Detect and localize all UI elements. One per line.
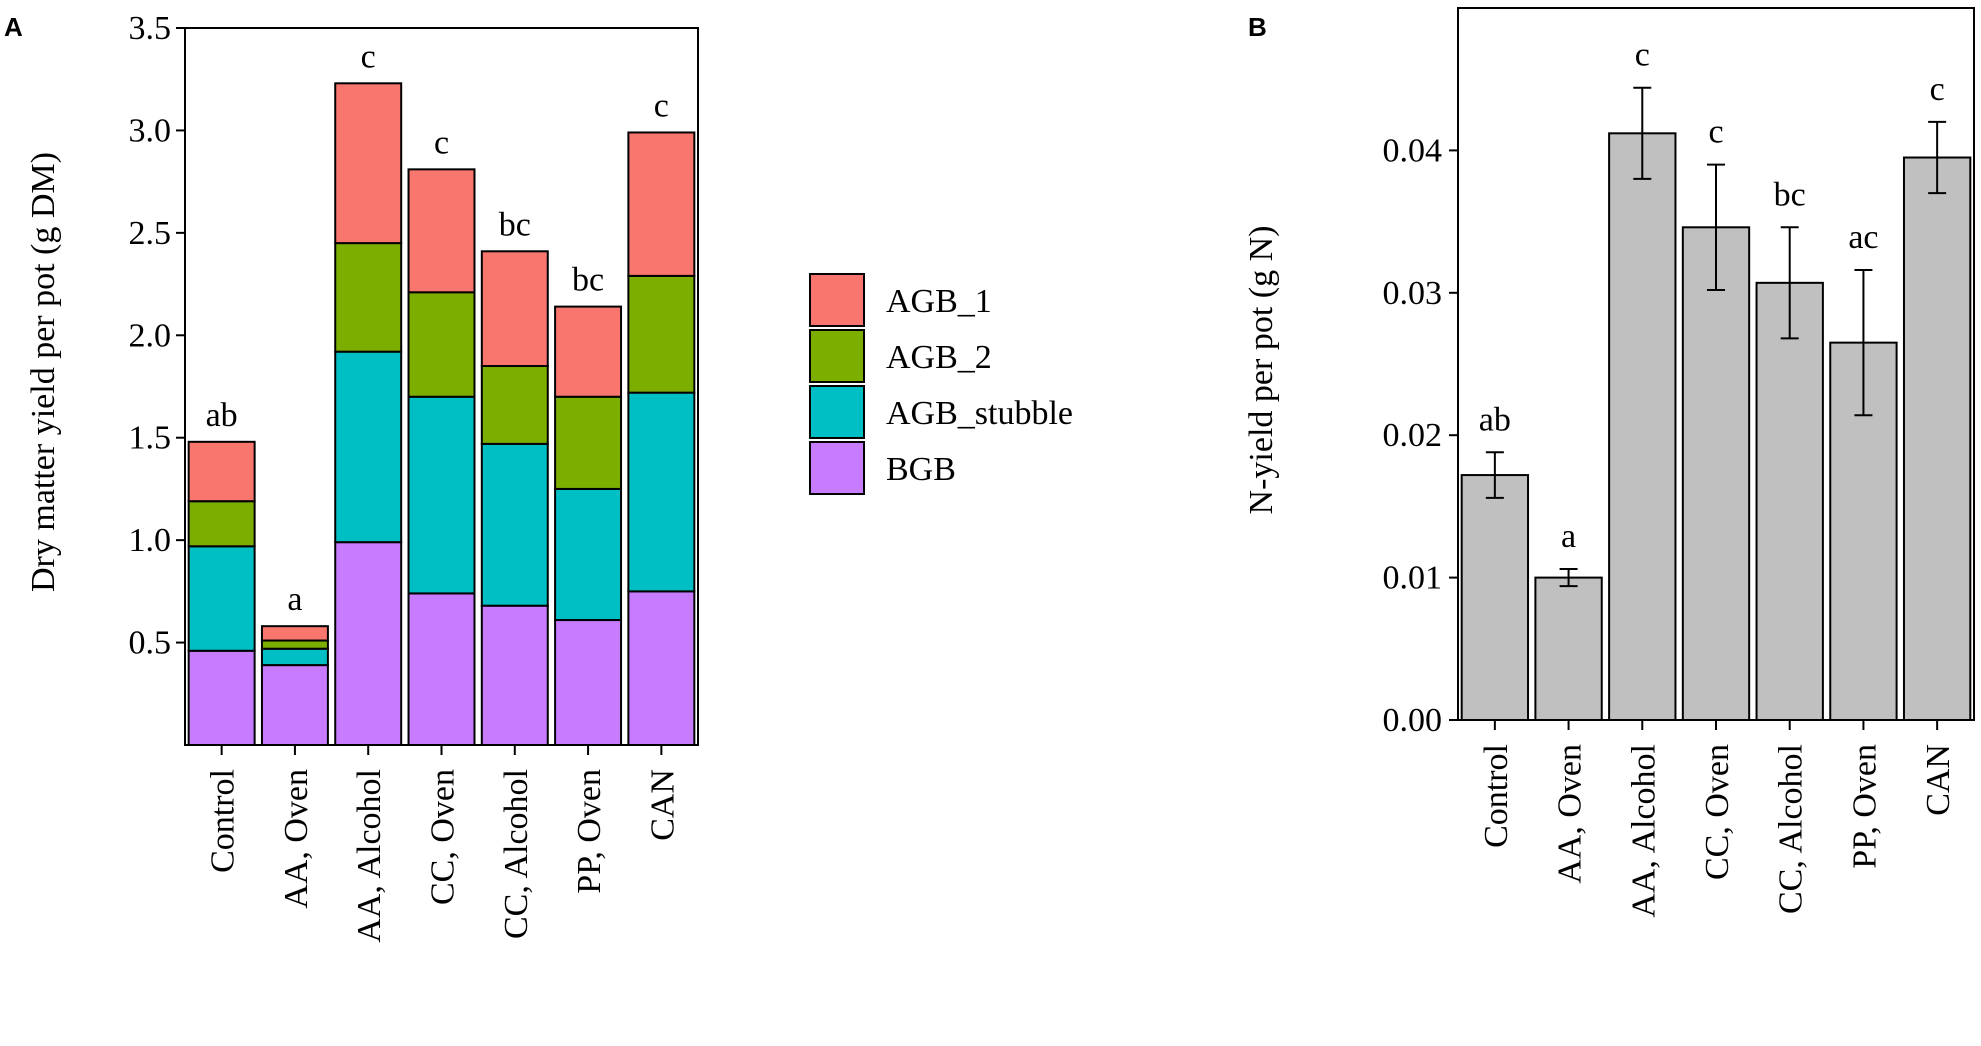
legend-label-agb-stubble: AGB_stubble — [886, 395, 1073, 432]
panel-a-y-axis: 0.5 1.0 1.5 2.0 2.5 3.0 3.5 — [129, 10, 185, 662]
bar-segment-agb-1-2 — [260, 625, 329, 642]
significance-letter: ab — [1479, 401, 1511, 438]
bar-segment-agb-1-6 — [554, 305, 623, 398]
y-tick-label: 1.5 — [129, 420, 172, 457]
bar-segment-agb-2-5 — [480, 365, 549, 445]
significance-letter: bc — [572, 262, 604, 299]
bar-3 — [1608, 132, 1677, 721]
significance-letter: bc — [499, 206, 531, 243]
panel-b-x-axis: Control AA, Oven AA, Alcohol CC, Oven CC, Al… — [1478, 720, 1957, 918]
y-tick-label: 2.0 — [129, 317, 172, 354]
significance-letter: c — [1635, 37, 1650, 74]
bar-5 — [1755, 281, 1824, 721]
significance-letter: c — [361, 38, 376, 75]
bar-segment-agb-1-3 — [334, 82, 403, 245]
legend-label-bgb: BGB — [886, 451, 956, 488]
panel-a-label: A — [4, 12, 23, 42]
y-tick-label: 3.0 — [129, 112, 172, 149]
x-tick-label: CAN — [644, 769, 681, 841]
panel-a-x-axis: Control AA, Oven AA, Alcohol CC, Oven CC, Al… — [205, 745, 681, 943]
x-tick-label: Control — [1478, 744, 1515, 848]
y-tick-label: 2.5 — [129, 215, 172, 252]
panel-b-bars — [1460, 132, 1972, 722]
bar-segment-agb-2-2 — [260, 639, 329, 650]
panel-a-bars — [187, 82, 696, 747]
y-tick-label: 0.04 — [1383, 132, 1443, 169]
significance-letter: c — [434, 124, 449, 161]
y-tick-label: 0.5 — [129, 625, 172, 662]
significance-letter: a — [287, 581, 302, 618]
x-tick-label: PP, Oven — [571, 769, 608, 894]
significance-letter: ac — [1848, 219, 1878, 256]
y-tick-label: 3.5 — [129, 10, 172, 47]
bar-segment-agb-1-5 — [480, 250, 549, 368]
bar-segment-agb-stubble-3 — [334, 350, 403, 544]
bar-segment-agb-1-7 — [627, 131, 696, 277]
bar-segment-bgb-2 — [260, 664, 329, 746]
x-tick-label: CC, Oven — [425, 769, 462, 905]
x-tick-label: Control — [205, 769, 242, 873]
bar-segment-agb-2-3 — [334, 242, 403, 353]
significance-letter: c — [654, 87, 669, 124]
bar-7 — [1902, 156, 1972, 721]
bar-segment-agb-stubble-5 — [480, 442, 549, 607]
bar-segment-agb-2-7 — [627, 274, 696, 394]
x-tick-label: CC, Alcohol — [1773, 744, 1810, 914]
bar-segment-bgb-3 — [334, 541, 403, 746]
legend-swatch-agb-2 — [809, 329, 865, 383]
x-tick-label: CC, Oven — [1699, 744, 1736, 880]
panel-a-legend: AGB_1 AGB_2 AGB_stubble BGB — [809, 273, 1073, 495]
bar-segment-agb-stubble-2 — [260, 647, 329, 667]
bar-segment-agb-1-4 — [407, 168, 476, 294]
significance-letter: c — [1930, 71, 1945, 108]
panel-b-y-axis-label: N-yield per pot (g N) — [1243, 226, 1280, 515]
panel-a-significance-letters: ab a c c bc bc c — [206, 38, 669, 618]
panel-b-y-axis: 0.00 0.01 0.02 0.03 0.04 — [1383, 132, 1458, 739]
x-tick-label: AA, Oven — [278, 769, 315, 909]
panel-a-y-axis-label: Dry matter yield per pot (g DM) — [25, 152, 62, 592]
panel-a: A Dry matter yield per pot (g DM) ab a c c b… — [4, 10, 1073, 943]
x-tick-label: CC, Alcohol — [498, 769, 535, 939]
bar-segment-bgb-4 — [407, 592, 476, 746]
y-tick-label: 1.0 — [129, 522, 172, 559]
y-tick-label: 0.03 — [1383, 275, 1443, 312]
x-tick-label: PP, Oven — [1846, 744, 1883, 869]
significance-letter: c — [1708, 114, 1723, 151]
bar-segment-agb-stubble-4 — [407, 395, 476, 595]
x-tick-label: CAN — [1920, 744, 1957, 816]
legend-label-agb-2: AGB_2 — [886, 339, 992, 376]
bar-4 — [1681, 226, 1751, 722]
y-tick-label: 0.00 — [1383, 702, 1443, 739]
bar-segment-agb-2-4 — [407, 291, 476, 398]
bar-1 — [1460, 474, 1530, 721]
bar-segment-agb-stubble-7 — [627, 391, 696, 593]
bar-segment-agb-2-6 — [554, 395, 623, 490]
bar-2 — [1534, 576, 1603, 721]
bar-segment-bgb-1 — [187, 649, 256, 746]
bar-segment-agb-2-1 — [187, 500, 256, 548]
significance-letter: bc — [1774, 176, 1806, 213]
panel-b-label: B — [1248, 12, 1267, 42]
bar-segment-agb-stubble-6 — [554, 487, 623, 622]
bar-segment-bgb-6 — [554, 619, 623, 747]
bar-segment-bgb-7 — [627, 590, 696, 746]
bar-segment-agb-stubble-1 — [187, 545, 256, 652]
panel-b-error-bars — [1485, 86, 1947, 588]
y-tick-label: 0.02 — [1383, 417, 1443, 454]
x-tick-label: AA, Alcohol — [351, 769, 388, 943]
legend-label-agb-1: AGB_1 — [886, 283, 992, 320]
y-tick-label: 0.01 — [1383, 560, 1443, 597]
bar-segment-agb-1-1 — [187, 440, 256, 503]
significance-letter: a — [1561, 518, 1576, 555]
legend-swatch-bgb — [809, 441, 865, 495]
x-tick-label: AA, Alcohol — [1625, 744, 1662, 918]
x-tick-label: AA, Oven — [1552, 744, 1589, 884]
legend-swatch-agb-stubble — [809, 385, 865, 439]
legend-swatch-agb-1 — [809, 273, 865, 327]
bar-segment-bgb-5 — [480, 604, 549, 746]
significance-letter: ab — [206, 397, 238, 434]
